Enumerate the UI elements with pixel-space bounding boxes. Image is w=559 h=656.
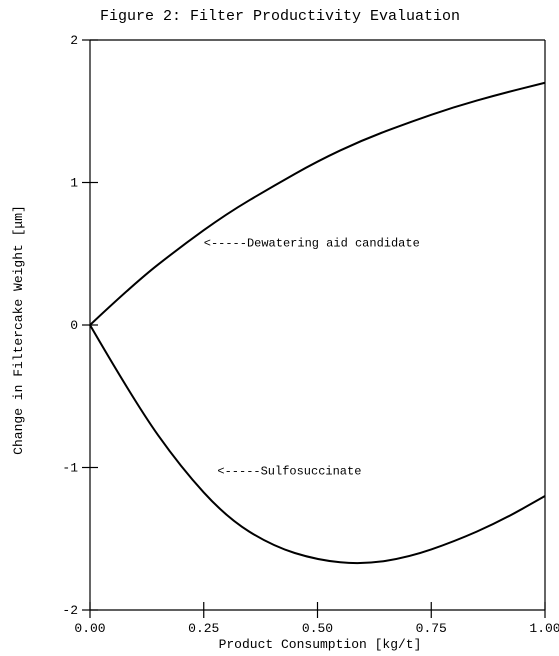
- x-tick-label: 1.00: [529, 621, 559, 636]
- y-axis-label: Change in Filtercake Weight [μm]: [11, 205, 26, 455]
- y-tick-label: 1: [70, 176, 78, 191]
- y-tick-label: 0: [70, 318, 78, 333]
- x-tick-label: 0.50: [302, 621, 333, 636]
- series-label: <-----Sulfosuccinate: [217, 465, 361, 479]
- chart-bg: [0, 0, 559, 656]
- chart-svg: Figure 2: Filter Productivity Evaluation…: [0, 0, 559, 656]
- y-tick-label: -1: [62, 461, 78, 476]
- chart-container: Figure 2: Filter Productivity Evaluation…: [0, 0, 559, 656]
- x-tick-label: 0.00: [74, 621, 105, 636]
- series-label: <-----Dewatering aid candidate: [204, 237, 420, 251]
- x-tick-label: 0.75: [416, 621, 447, 636]
- x-tick-label: 0.25: [188, 621, 219, 636]
- y-tick-label: -2: [62, 603, 78, 618]
- y-tick-label: 2: [70, 33, 78, 48]
- chart-title: Figure 2: Filter Productivity Evaluation: [100, 8, 460, 25]
- x-axis-label: Product Consumption [kg/t]: [219, 637, 422, 652]
